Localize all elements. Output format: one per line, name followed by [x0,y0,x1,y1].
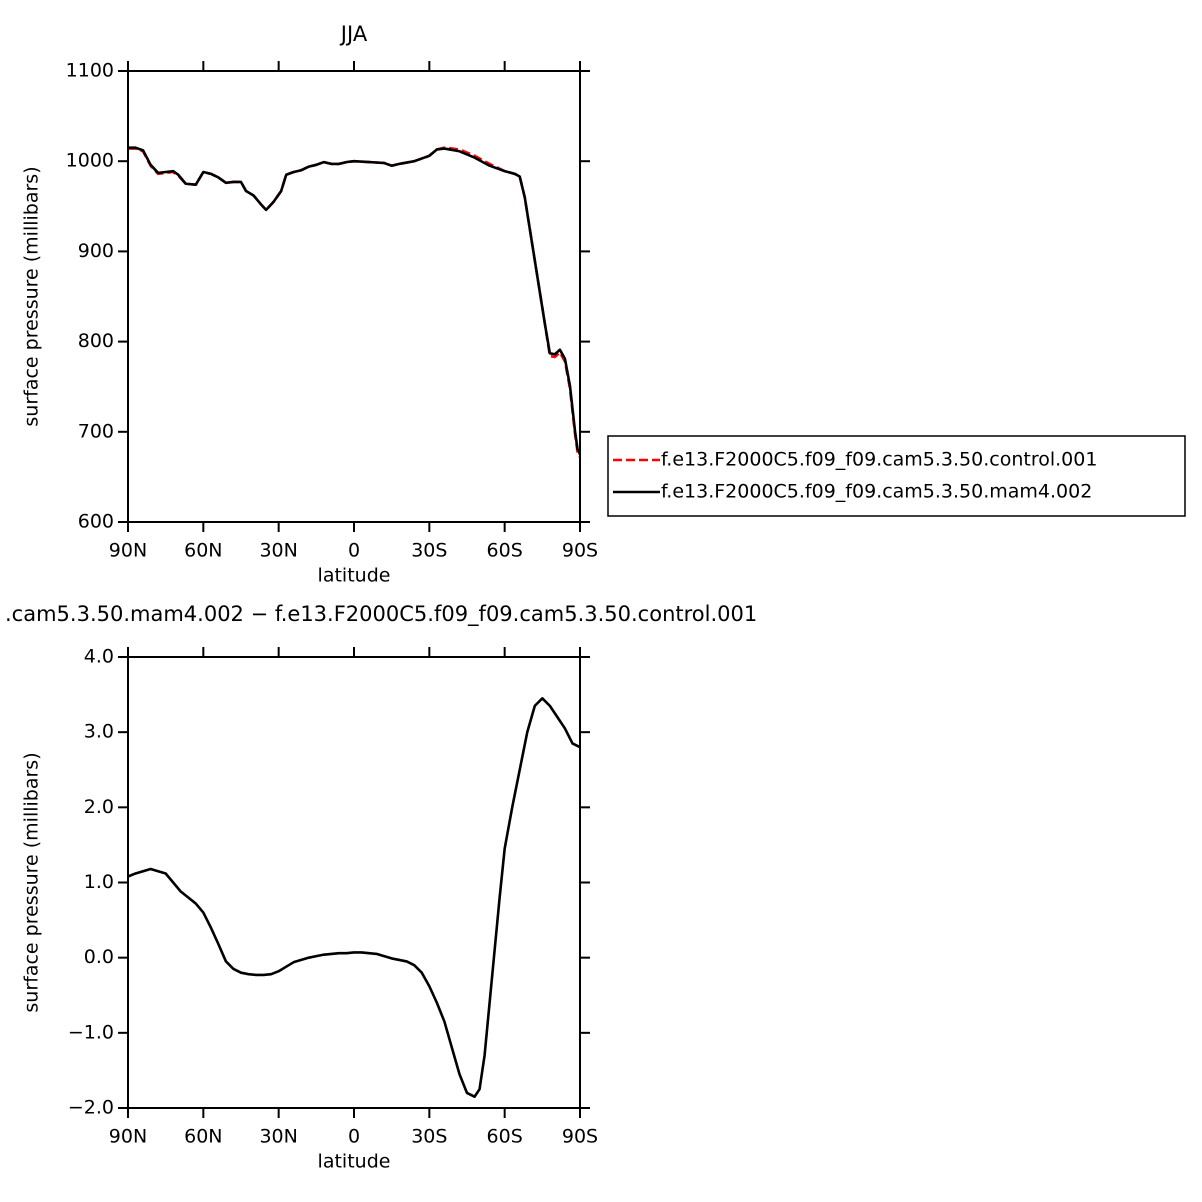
data-line [128,146,582,458]
x-tick-label: 0 [348,1126,360,1148]
y-tick-label: 700 [78,420,114,442]
x-axis-label: latitude [318,565,391,587]
y-axis-label: surface pressure (millibars) [21,752,43,1012]
y-tick-label: 0.0 [84,946,114,968]
y-tick-label: 2.0 [84,796,114,818]
data-line [127,697,581,1099]
x-tick-label: 30S [411,540,447,562]
legend-label: f.e13.F2000C5.f09_f09.cam5.3.50.control.… [661,449,1097,471]
y-tick-label: 900 [78,240,114,262]
x-tick-label: 60S [487,1126,523,1148]
legend-label: f.e13.F2000C5.f09_f09.cam5.3.50.mam4.002 [661,481,1092,503]
y-tick-label: 800 [78,330,114,352]
y-tick-label: 600 [78,511,114,533]
x-tick-label: 90N [109,1126,147,1148]
y-tick-label: 3.0 [84,721,114,743]
x-axis-label: latitude [318,1151,391,1173]
x-tick-label: 90S [562,1126,598,1148]
x-tick-label: 60S [487,540,523,562]
legend-box [607,435,1186,517]
data-line [128,146,582,455]
plot-frame [127,70,581,523]
y-tick-label: 1.0 [84,871,114,893]
y-tick-label: −2.0 [68,1097,114,1119]
x-tick-label: 30N [259,540,297,562]
y-axis-label: surface pressure (millibars) [21,166,43,426]
x-tick-label: 0 [348,540,360,562]
y-tick-label: 1000 [66,150,114,172]
x-tick-label: 90S [562,540,598,562]
y-tick-label: −1.0 [68,1021,114,1043]
chart-title: JJA [339,22,368,46]
x-tick-label: 60N [184,540,222,562]
x-tick-label: 90N [109,540,147,562]
x-tick-label: 30N [259,1126,297,1148]
x-tick-label: 60N [184,1126,222,1148]
chart-title: .cam5.3.50.mam4.002 − f.e13.F2000C5.f09_… [5,602,757,627]
x-tick-label: 30S [411,1126,447,1148]
y-tick-label: 1100 [66,60,114,82]
plot-frame [127,656,581,1109]
y-tick-label: 4.0 [84,646,114,668]
